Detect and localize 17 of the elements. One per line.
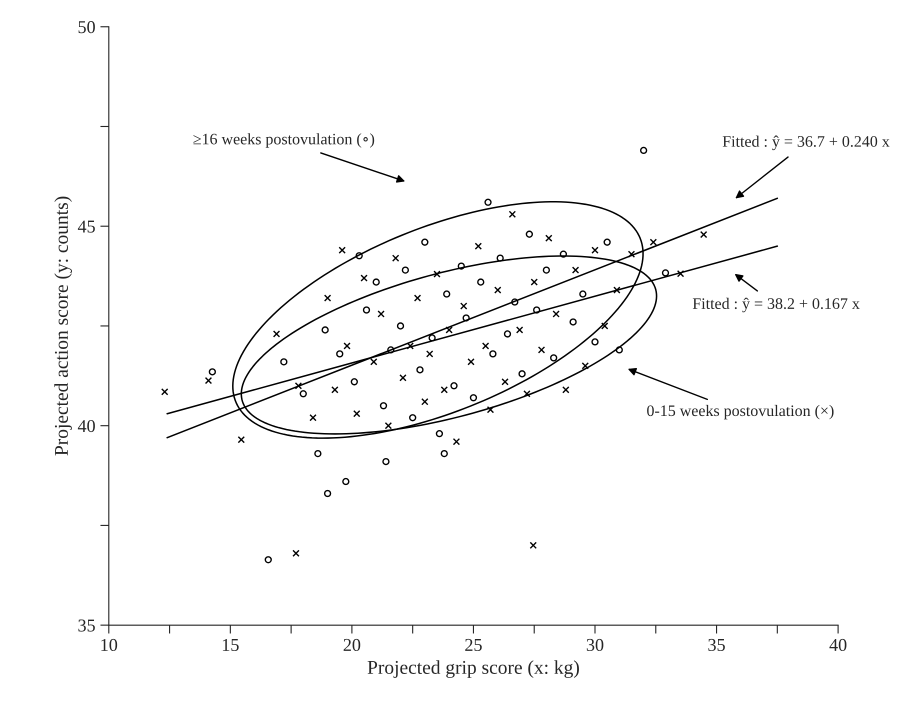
x-tick-label: 15	[222, 638, 239, 652]
y-tick-label: 40	[78, 420, 95, 432]
annotation: 0-15 weeks postovulation (×)	[647, 404, 834, 420]
annotation: ≥16 weeks postovulation (∘)	[193, 133, 374, 148]
x-tick-label: 35	[708, 638, 725, 652]
annotation: Fitted : ŷ = 38.2 + 0.167 x	[692, 298, 860, 312]
x-tick-label: 40	[829, 638, 846, 652]
x-tick-label: 10	[101, 638, 118, 652]
y-axis-title: Projected action score (y: counts)	[54, 196, 72, 456]
x-tick-label: 20	[344, 638, 360, 652]
x-tick-label: 30	[586, 638, 604, 652]
x-tick-label: 25	[465, 638, 482, 652]
y-tick-label: 45	[78, 220, 95, 233]
annotation: Fitted : ŷ = 36.7 + 0.240 x	[722, 136, 890, 150]
y-tick-label: 50	[78, 21, 95, 34]
y-tick-label: 35	[78, 619, 95, 632]
x-axis-title: Projected grip score (x: kg)	[368, 660, 579, 678]
